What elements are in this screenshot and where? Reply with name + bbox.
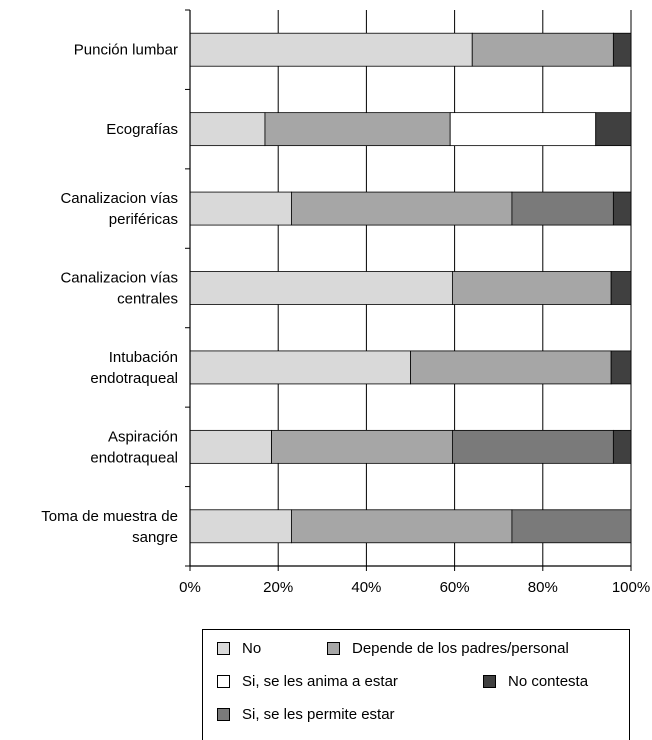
x-tick-labels: 0% 20% 40% 60% 80% 100%	[179, 579, 650, 596]
category-label: endotraqueal	[90, 370, 178, 387]
legend-swatch-permite	[217, 708, 230, 721]
bars	[189, 32, 632, 544]
legend-label-anima: Si, se les anima a estar	[242, 673, 398, 690]
bar-segment	[189, 429, 272, 464]
bar-segment	[189, 112, 266, 147]
bar-segment	[291, 509, 513, 544]
category-label: Aspiración	[108, 428, 178, 445]
legend-swatch-no	[217, 642, 230, 655]
category-label: endotraqueal	[90, 449, 178, 466]
legend-item-no: No	[217, 640, 261, 657]
axes	[185, 9, 632, 571]
legend-item-permite: Si, se les permite estar	[217, 706, 395, 723]
category-label: sangre	[132, 529, 178, 546]
legend-item-no-contesta: No contesta	[483, 673, 588, 690]
legend-label-permite: Si, se les permite estar	[242, 706, 395, 723]
category-label: Canalizacion vías	[60, 270, 178, 287]
bar-segment	[449, 112, 597, 147]
bar-segment	[612, 191, 632, 226]
category-label: Intubación	[109, 349, 178, 366]
bar-segment	[511, 191, 614, 226]
bar-segment	[595, 112, 632, 147]
x-tick-label: 100%	[612, 579, 650, 596]
x-tick-label: 40%	[351, 579, 381, 596]
x-tick-label: 20%	[263, 579, 293, 596]
bar-segment	[291, 191, 513, 226]
bar-segment	[189, 509, 292, 544]
x-tick-label: 80%	[528, 579, 558, 596]
bar-segment	[271, 429, 453, 464]
bar-segment	[189, 350, 411, 385]
bar-segment	[451, 271, 612, 305]
bar-segment	[189, 191, 292, 226]
bar-segment	[410, 350, 612, 385]
bar-segment	[511, 509, 632, 544]
category-label: Canalizacion vías	[60, 190, 178, 207]
bar-segment	[612, 32, 632, 67]
bar-segment	[612, 429, 632, 464]
stacked-bar-chart: Punción lumbar Ecografías Canalizacion vía…	[41, 9, 650, 596]
bar-segment	[189, 271, 453, 305]
x-tick-label: 0%	[179, 579, 201, 596]
bar-segment	[610, 271, 632, 305]
legend-label-no: No	[242, 640, 262, 657]
legend-swatch-depende	[327, 642, 340, 655]
legend-item-anima: Si, se les anima a estar	[217, 673, 398, 690]
category-label: Punción lumbar	[74, 42, 178, 59]
category-label: Toma de muestra de	[41, 508, 178, 525]
legend-label-depende: Depende de los padres/personal	[352, 640, 569, 657]
legend-swatch-no-contesta	[483, 675, 496, 688]
legend-swatch-anima	[217, 675, 230, 688]
legend-label-no-contesta: No contesta	[508, 673, 589, 690]
category-labels: Punción lumbar Ecografías Canalizacion vía…	[41, 42, 178, 546]
bar-segment	[610, 350, 632, 385]
category-label: Ecografías	[106, 121, 178, 138]
category-label: periféricas	[109, 211, 178, 228]
bar-segment	[471, 32, 614, 67]
bar-segment	[264, 112, 451, 147]
legend: No Depende de los padres/personal Si, se…	[202, 629, 630, 740]
legend-item-depende: Depende de los padres/personal	[327, 640, 569, 657]
x-tick-label: 60%	[440, 579, 470, 596]
category-label: centrales	[117, 291, 178, 308]
bar-segment	[451, 429, 614, 464]
bar-segment	[189, 32, 473, 67]
